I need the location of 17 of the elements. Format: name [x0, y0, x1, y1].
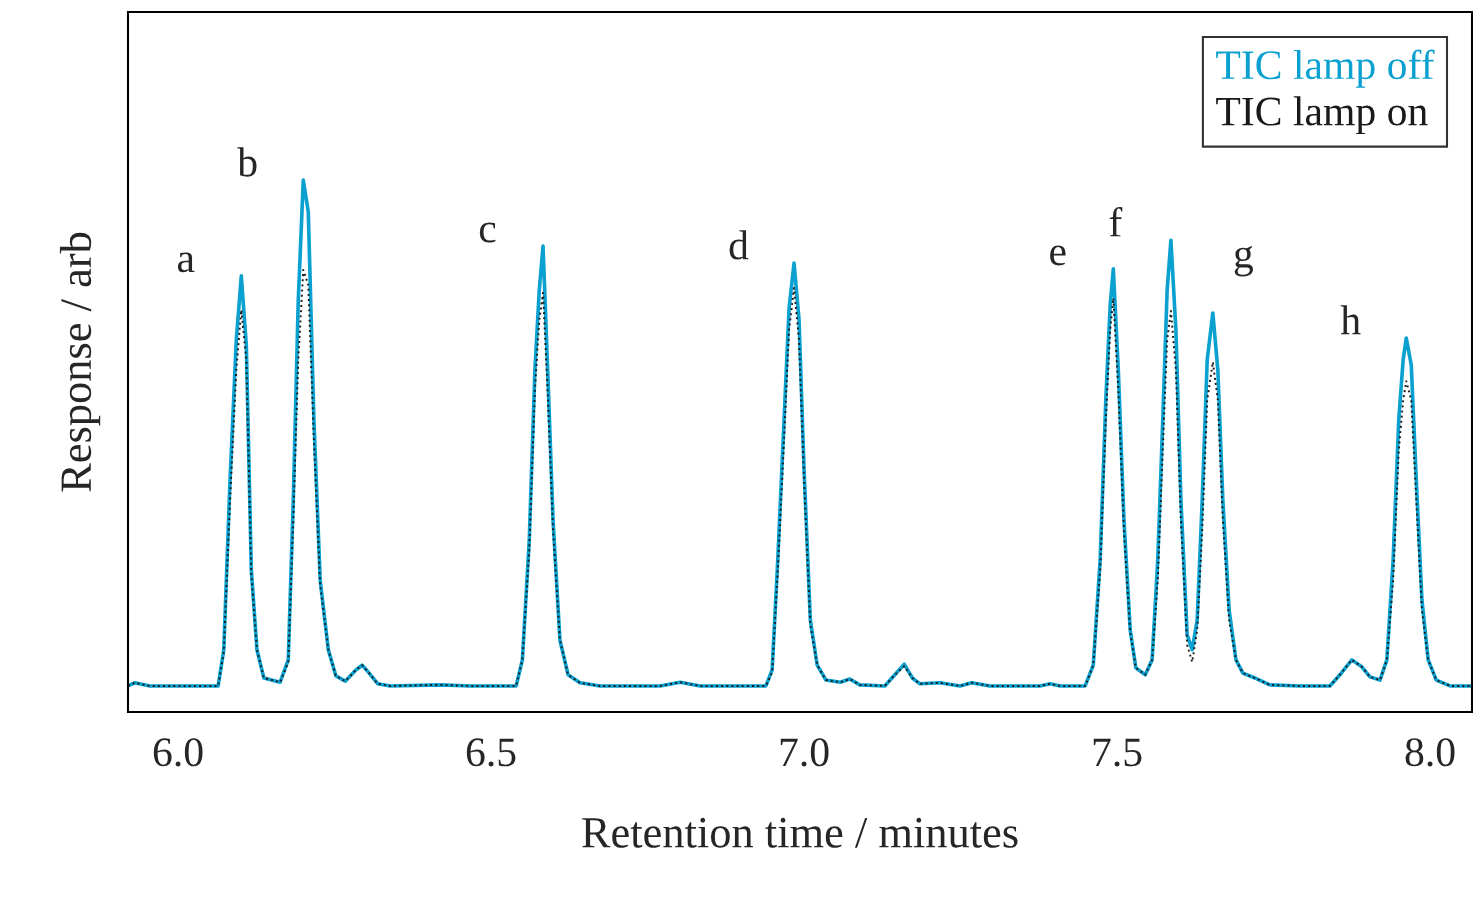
annotation: c: [479, 222, 496, 243]
annotation: a: [177, 252, 195, 273]
x-tick-label: 7.0: [780, 738, 829, 767]
annotation: f: [1109, 206, 1123, 237]
annotation: g: [1234, 246, 1254, 277]
annotation: b: [237, 147, 257, 177]
x-tick-label: 8.0: [1405, 738, 1455, 767]
x-tick-label: 7.5: [1093, 738, 1142, 767]
x-tick-label: 6.0: [153, 738, 203, 767]
text: TIC lamp on: [1216, 96, 1428, 135]
annotation: h: [1340, 305, 1361, 335]
text: TIC lamp off: [1216, 49, 1435, 88]
annotation: e: [1050, 245, 1066, 266]
x-tick-label: 6.5: [466, 738, 516, 767]
x-axis-title: Retention time / minutes: [582, 817, 1018, 848]
annotation: d: [729, 230, 749, 260]
y-axis-title: Response / arb: [59, 232, 101, 492]
